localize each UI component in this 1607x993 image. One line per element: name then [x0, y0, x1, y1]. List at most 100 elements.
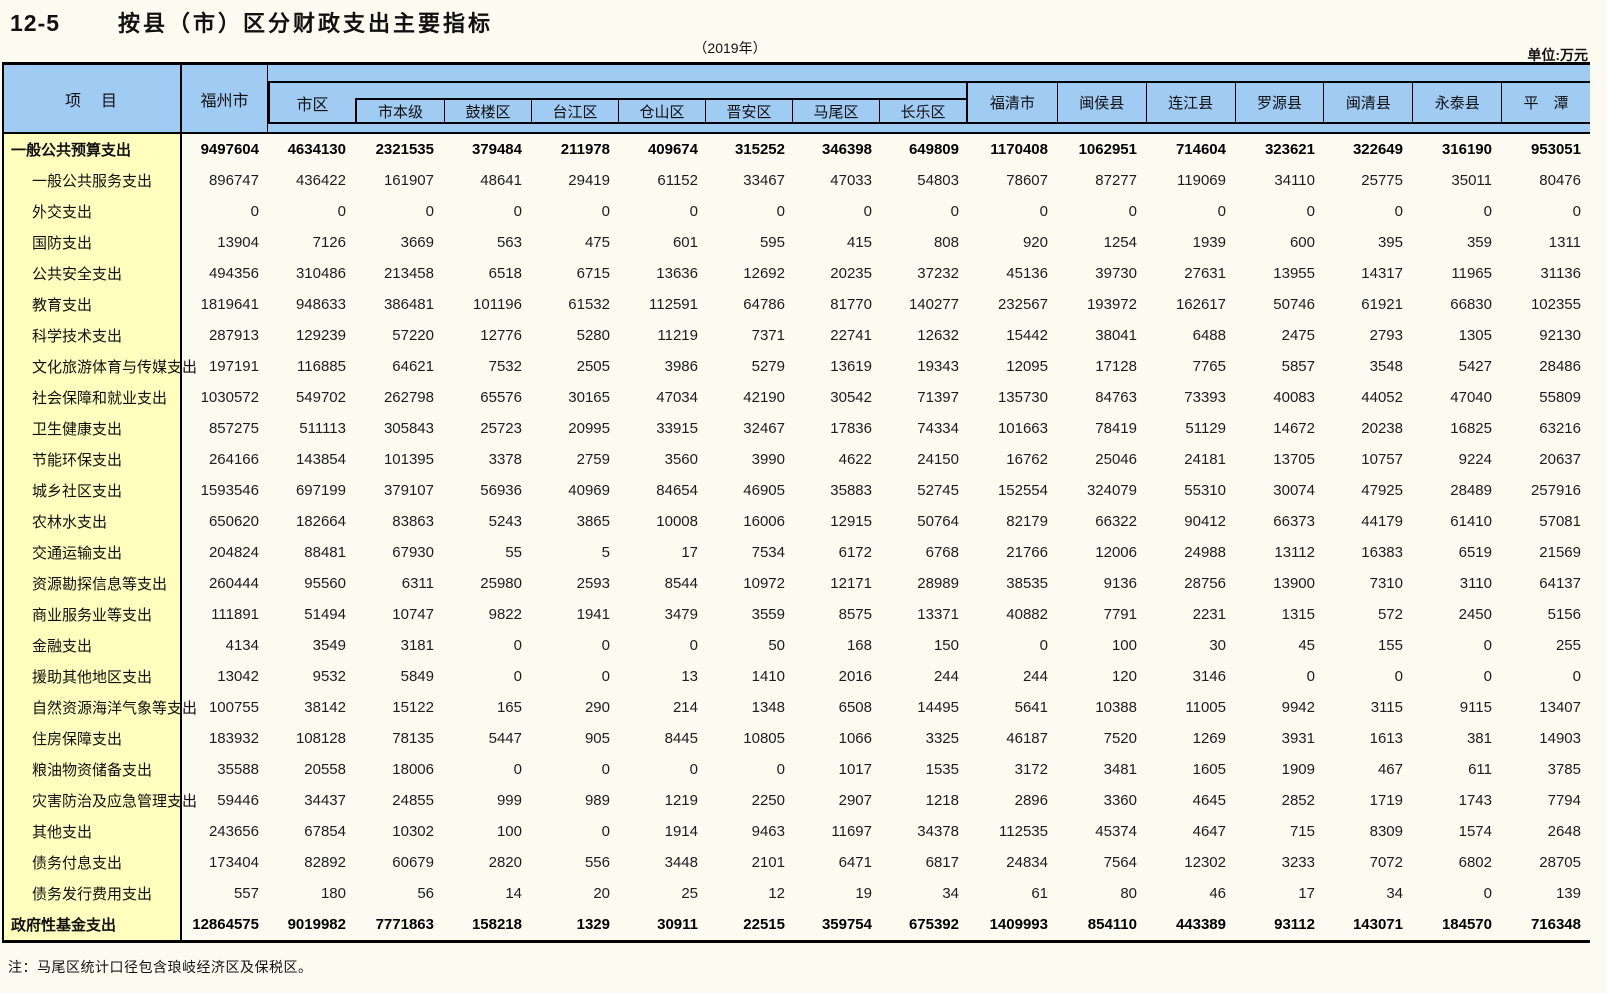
value-cell: 415	[846, 234, 872, 251]
value-cell: 65576	[480, 389, 522, 406]
value-cell: 12171	[830, 575, 872, 592]
header-cell-county: 闽清县	[1323, 83, 1412, 122]
value-cell: 13904	[217, 234, 259, 251]
value-cell: 1329	[576, 916, 610, 933]
value-cell: 467	[1377, 761, 1403, 778]
value-cell: 57081	[1539, 513, 1581, 530]
value-cell: 1593546	[200, 482, 259, 499]
value-cell: 5	[601, 544, 610, 561]
value-cell: 600	[1289, 234, 1315, 251]
value-cell: 16383	[1361, 544, 1403, 561]
header-county-row: 福清市 闽侯县 连江县 罗源县 闽清县 永泰县平 潭	[968, 81, 1590, 124]
value-cell: 6518	[488, 265, 522, 282]
value-cell: 112591	[649, 296, 698, 313]
value-cell: 436422	[295, 172, 346, 189]
value-cell: 21569	[1539, 544, 1581, 561]
value-cell: 2101	[751, 854, 785, 871]
value-cell: 64621	[392, 358, 434, 375]
value-cell: 47033	[830, 172, 872, 189]
value-cell: 1574	[1458, 823, 1492, 840]
value-cell: 716348	[1530, 916, 1581, 933]
value-cell: 13619	[830, 358, 872, 375]
value-cell: 3172	[1014, 761, 1048, 778]
value-cell: 3549	[312, 637, 346, 654]
row-label-cell: 科学技术支出	[4, 320, 182, 351]
value-cell: 19343	[917, 358, 959, 375]
value-cell: 155	[1377, 637, 1403, 654]
value-cell: 22741	[830, 327, 872, 344]
value-cell: 3559	[751, 606, 785, 623]
value-cell: 84763	[1095, 389, 1137, 406]
value-cell: 12915	[830, 513, 872, 530]
header-cell-district: 晋安区	[705, 100, 792, 122]
value-cell: 948633	[295, 296, 346, 313]
value-cell: 557	[233, 885, 259, 902]
value-cell: 143854	[295, 451, 346, 468]
value-cell: 129239	[295, 327, 346, 344]
value-cell: 3931	[1281, 730, 1315, 747]
header-cell-county: 平 潭	[1501, 83, 1590, 122]
row-label-cell: 公共安全支出	[4, 258, 182, 289]
value-cell: 2450	[1458, 606, 1492, 623]
value-cell: 14	[505, 885, 522, 902]
value-cell: 42190	[743, 389, 785, 406]
row-label-cell: 援助其他地区支出	[4, 661, 182, 692]
row-label-cell: 商业服务业等支出	[4, 599, 182, 630]
value-cell: 8575	[838, 606, 872, 623]
row-label-cell: 其他支出	[4, 816, 182, 847]
value-cell: 2231	[1192, 606, 1226, 623]
value-cell: 2321535	[375, 141, 434, 158]
value-cell: 34	[1386, 885, 1403, 902]
value-cell: 17	[1298, 885, 1315, 902]
value-cell: 116885	[297, 358, 346, 375]
value-cell: 64137	[1539, 575, 1581, 592]
value-cell: 102355	[1530, 296, 1581, 313]
value-cell: 0	[1306, 668, 1315, 685]
value-cell: 61	[1031, 885, 1048, 902]
value-cell: 5280	[576, 327, 610, 344]
value-cell: 25775	[1361, 172, 1403, 189]
table-body: 一般公共预算支出 9497604 4634130 2321535 379484 21197…	[4, 134, 1590, 943]
value-cell: 162617	[1175, 296, 1226, 313]
value-cell: 6519	[1458, 544, 1492, 561]
row-label-cell: 社会保障和就业支出	[4, 382, 182, 413]
value-cell: 1605	[1192, 761, 1226, 778]
value-cell: 9532	[312, 668, 346, 685]
value-cell: 39730	[1095, 265, 1137, 282]
value-cell: 1062951	[1078, 141, 1137, 158]
value-cell: 40882	[1006, 606, 1048, 623]
value-cell: 255	[1555, 637, 1581, 654]
value-cell: 443389	[1175, 916, 1226, 933]
value-cell: 67854	[304, 823, 346, 840]
value-cell: 920	[1022, 234, 1048, 251]
value-cell: 611	[1468, 761, 1492, 778]
value-cell: 857275	[208, 420, 259, 437]
value-cell: 66373	[1273, 513, 1315, 530]
value-cell: 0	[689, 203, 698, 220]
value-cell: 18006	[392, 761, 434, 778]
value-cell: 25046	[1095, 451, 1137, 468]
value-cell: 80	[1120, 885, 1137, 902]
value-cell: 12006	[1095, 544, 1137, 561]
value-cell: 10972	[743, 575, 785, 592]
header-cell-district: 长乐区	[879, 100, 966, 122]
value-cell: 0	[776, 203, 785, 220]
value-cell: 1254	[1103, 234, 1137, 251]
value-cell: 84654	[656, 482, 698, 499]
value-cell: 359754	[821, 916, 872, 933]
value-cell: 0	[1483, 203, 1492, 220]
value-cell: 37232	[917, 265, 959, 282]
header-cell-district: 马尾区	[792, 100, 879, 122]
value-cell: 0	[689, 761, 698, 778]
value-cell: 20558	[304, 761, 346, 778]
value-cell: 10388	[1095, 699, 1137, 716]
footnote: 注：马尾区统计口径包含琅岐经济区及保税区。	[8, 959, 313, 975]
value-cell: 675392	[908, 916, 959, 933]
value-cell: 13636	[656, 265, 698, 282]
value-cell: 1409993	[989, 916, 1048, 933]
row-label-cell: 文化旅游体育与传媒支出	[4, 351, 197, 382]
value-cell: 46	[1209, 885, 1226, 902]
value-cell: 101663	[997, 420, 1048, 437]
value-cell: 95560	[304, 575, 346, 592]
value-cell: 184570	[1441, 916, 1492, 933]
